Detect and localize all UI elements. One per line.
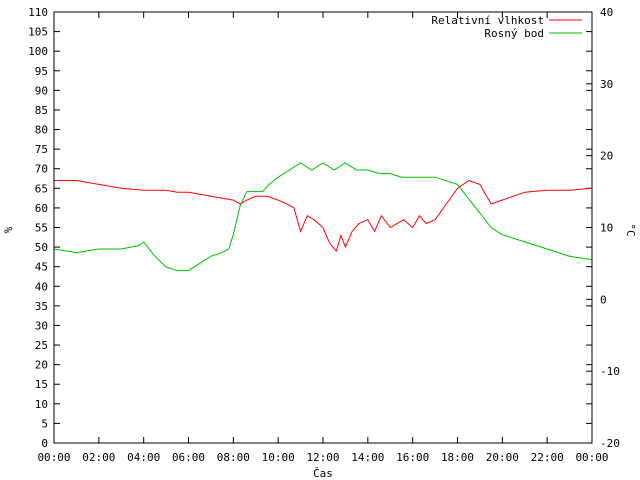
y-left-tick-label: 85: [35, 104, 48, 117]
x-axis-ticks: 00:00 02:00 04:00 06:00 08:00 10:00 12:00 14:00…: [37, 12, 609, 464]
x-tick-label: 22:00: [531, 451, 564, 464]
right-axis-ticks: -20 -10 0 10 20 30 40: [586, 6, 620, 450]
y-left-tick-label: 65: [35, 182, 48, 195]
y-left-tick-label: 110: [28, 6, 48, 19]
x-tick-label: 00:00: [575, 451, 608, 464]
y-left-tick-label: 0: [41, 437, 48, 450]
y-left-tick-label: 95: [35, 65, 48, 78]
y-left-tick-label: 105: [28, 26, 48, 39]
x-tick-label: 02:00: [82, 451, 115, 464]
y-left-tick-label: 70: [35, 163, 48, 176]
y-left-tick-label: 25: [35, 339, 48, 352]
y-left-tick-label: 60: [35, 202, 48, 215]
plot-frame: [53, 11, 593, 444]
y-left-tick-label: 35: [35, 300, 48, 313]
x-tick-label: 08:00: [217, 451, 250, 464]
x-tick-label: 00:00: [37, 451, 70, 464]
y-left-tick-label: 20: [35, 359, 48, 372]
y-left-axis-label: %: [2, 226, 15, 233]
y-right-tick-label: -10: [600, 365, 620, 378]
x-tick-label: 04:00: [127, 451, 160, 464]
series-line-relativni-vlhkost: [54, 179, 593, 253]
legend-label-relativni-vlhkost: Relativní vlhkost: [431, 14, 544, 27]
y-left-tick-label: 100: [28, 45, 48, 58]
y-right-tick-label: 40: [600, 6, 613, 19]
x-tick-label: 10:00: [262, 451, 295, 464]
x-tick-label: 18:00: [441, 451, 474, 464]
x-tick-label: 20:00: [486, 451, 519, 464]
x-tick-label: 12:00: [306, 451, 339, 464]
y-right-tick-label: 30: [600, 78, 613, 91]
y-left-tick-label: 30: [35, 319, 48, 332]
y-left-tick-label: 75: [35, 143, 48, 156]
series-line-rosny-bod: [53, 162, 593, 272]
y-left-tick-label: 50: [35, 241, 48, 254]
series-lines: [53, 162, 593, 272]
legend: Relativní vlhkost Rosný bod: [431, 14, 582, 40]
y-left-tick-label: 45: [35, 261, 48, 274]
y-right-tick-label: 0: [600, 293, 607, 306]
y-left-tick-label: 90: [35, 84, 48, 97]
left-axis-ticks: 0 5 10 15 20 25 30 35 40 45 50 55 60 65 70 75 80 85 90 95 10…: [28, 6, 592, 450]
legend-label-rosny-bod: Rosný bod: [484, 27, 544, 40]
y-left-tick-label: 10: [35, 398, 48, 411]
x-axis-label: Čas: [313, 467, 333, 480]
y-right-tick-label: 10: [600, 222, 613, 235]
y-left-tick-label: 40: [35, 280, 48, 293]
y-right-axis-label: °C: [624, 223, 637, 236]
y-left-tick-label: 55: [35, 222, 48, 235]
y-left-tick-label: 5: [41, 417, 48, 430]
y-right-tick-label: -20: [600, 437, 620, 450]
x-tick-label: 16:00: [396, 451, 429, 464]
x-tick-label: 14:00: [351, 451, 384, 464]
y-left-tick-label: 80: [35, 124, 48, 137]
y-left-tick-label: 15: [35, 378, 48, 391]
x-tick-label: 06:00: [172, 451, 205, 464]
y-right-tick-label: 20: [600, 150, 613, 163]
